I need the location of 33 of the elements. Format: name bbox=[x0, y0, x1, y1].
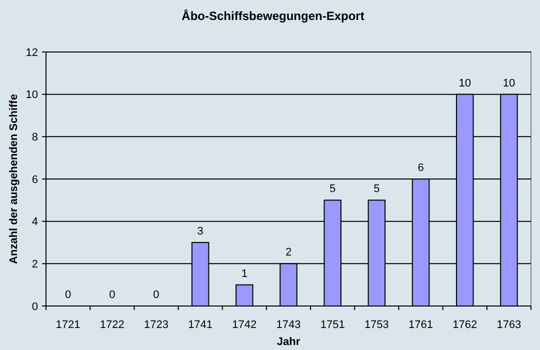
data-label: 1 bbox=[241, 268, 248, 280]
y-tick-label: 8 bbox=[32, 132, 38, 144]
x-tick-label: 1723 bbox=[144, 319, 168, 331]
data-label: 10 bbox=[502, 77, 516, 90]
x-axis-title: Jahr bbox=[276, 336, 301, 348]
x-tick-label: 1763 bbox=[496, 319, 522, 331]
y-tick-label: 10 bbox=[26, 89, 38, 102]
bar bbox=[236, 284, 254, 306]
data-label: 2 bbox=[285, 246, 292, 259]
y-tick-label: 2 bbox=[32, 258, 38, 271]
x-tick-label: 1722 bbox=[100, 319, 124, 331]
x-tick-label: 1742 bbox=[232, 319, 257, 331]
data-label: 0 bbox=[153, 289, 160, 301]
x-tick-label: 1753 bbox=[364, 319, 389, 331]
y-axis-title: Anzahl der ausgehenden Schiffe bbox=[8, 94, 20, 264]
data-label: 5 bbox=[374, 183, 380, 196]
x-tick-label: 1743 bbox=[276, 319, 301, 331]
data-label: 6 bbox=[418, 162, 424, 174]
x-tick-label: 1761 bbox=[408, 319, 434, 331]
y-tick-label: 12 bbox=[26, 46, 38, 59]
chart-title: Åbo-Schiffsbewegungen-Export bbox=[182, 9, 364, 23]
data-label: 10 bbox=[458, 77, 471, 90]
x-tick-label: 1762 bbox=[452, 319, 478, 331]
x-tick-label: 1721 bbox=[56, 319, 80, 331]
data-label: 0 bbox=[109, 289, 116, 301]
x-tick-label: 1751 bbox=[320, 319, 345, 331]
data-label: 3 bbox=[197, 226, 204, 238]
data-label: 5 bbox=[330, 183, 336, 196]
x-tick-label: 1741 bbox=[188, 319, 213, 331]
y-tick-label: 4 bbox=[32, 216, 38, 228]
y-tick-label: 0 bbox=[32, 300, 38, 313]
y-tick-label: 6 bbox=[32, 174, 38, 186]
data-label: 0 bbox=[64, 289, 72, 301]
